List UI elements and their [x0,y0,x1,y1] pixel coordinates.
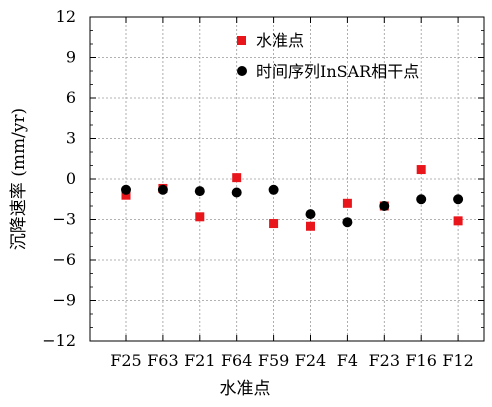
x-tick-label: F63 [147,351,178,370]
x-tick-label: F4 [337,351,358,370]
benchmark-point [343,199,352,208]
y-tick-label: −3 [52,210,76,229]
y-tick-label: −6 [52,250,76,269]
insar-point [416,194,426,204]
insar-point [453,194,463,204]
benchmark-point [454,216,463,225]
y-tick-label: 12 [56,7,76,26]
x-tick-label: F21 [184,351,215,370]
x-tick-label: F12 [442,351,473,370]
x-tick-labels: F25 F63 F21 F64 F59 F24 F4 F23 F16 F12 [110,351,474,370]
x-tick-label: F23 [369,351,400,370]
insar-point [269,185,279,195]
insar-point [121,185,131,195]
y-axis-title: 沉降速率 (mm/yr) [9,108,29,250]
y-tick-label: 6 [66,88,76,107]
benchmark-point [417,165,426,174]
legend-marker-insar [237,66,247,76]
benchmark-point [306,222,315,231]
series-layer [121,165,463,231]
x-tick-label: F24 [295,351,326,370]
insar-point [195,186,205,196]
benchmark-point [195,212,204,221]
y-tick-label: 0 [66,169,76,188]
y-tick-label: −9 [52,291,76,310]
x-axis-title: 水准点 [220,379,271,399]
y-tick-label: −12 [42,331,76,350]
y-tick-label: 3 [66,129,76,148]
legend-marker-benchmark [237,36,246,45]
y-tick-label: 9 [66,48,76,67]
x-tick-label: F25 [110,351,141,370]
legend-label-insar: 时间序列InSAR相干点 [256,62,419,81]
insar-point [379,201,389,211]
x-tick-label: F16 [405,351,436,370]
legend-label-benchmark: 水准点 [256,31,304,50]
benchmark-point [232,173,241,182]
insar-point [342,217,352,227]
insar-point [232,188,242,198]
x-tick-label: F64 [221,351,252,370]
x-tick-label: F59 [258,351,289,370]
y-tick-labels: 12 9 6 3 0 −3 −6 −9 −12 [42,7,76,350]
benchmark-point [269,219,278,228]
legend: 水准点 时间序列InSAR相干点 [237,31,419,81]
insar-point [158,185,168,195]
insar-point [306,209,316,219]
